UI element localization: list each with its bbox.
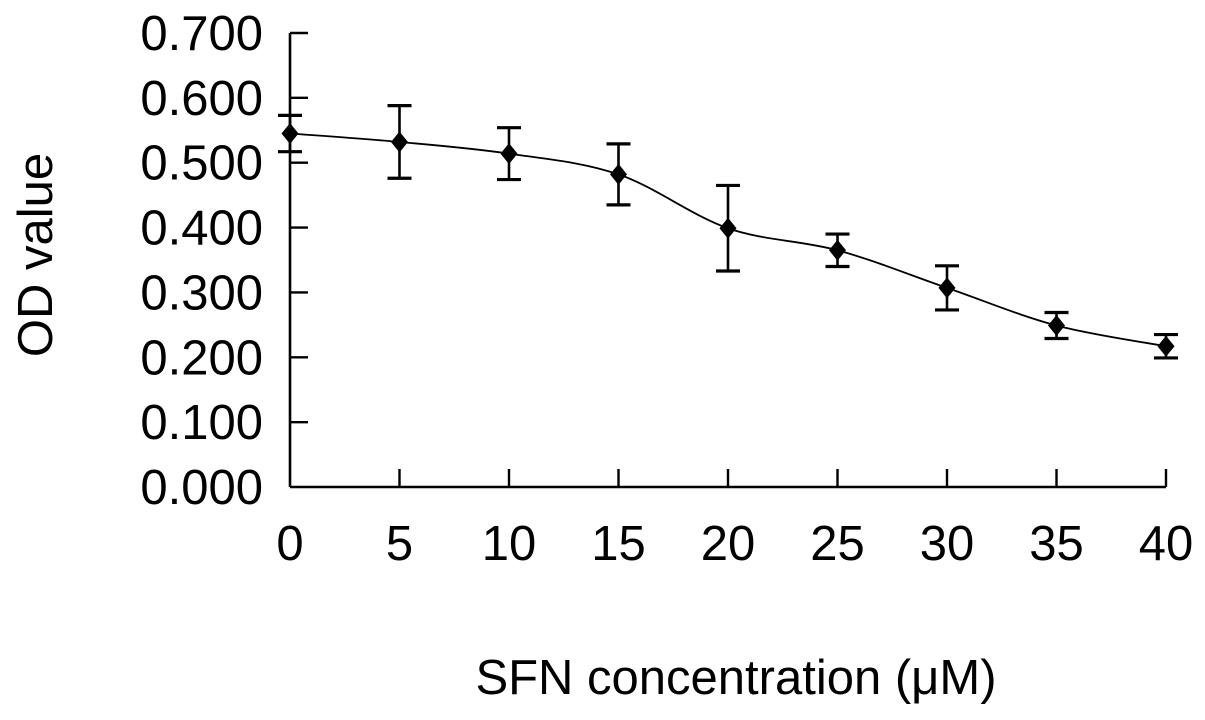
data-point-marker xyxy=(281,123,299,145)
y-tick-label: 0.500 xyxy=(140,137,263,191)
x-tick-label: 35 xyxy=(1029,517,1084,571)
data-point-marker xyxy=(500,143,518,165)
y-tick-label: 0.200 xyxy=(140,331,263,385)
x-tick-label: 25 xyxy=(810,517,865,571)
y-tick-label: 0.600 xyxy=(140,72,263,126)
y-axis-title: OD value xyxy=(9,153,63,357)
data-point-marker xyxy=(1157,335,1175,357)
data-point-marker xyxy=(719,217,737,239)
x-tick-label: 10 xyxy=(482,517,537,571)
y-tick-label: 0.400 xyxy=(140,202,263,256)
y-tick-label: 0.300 xyxy=(140,266,263,320)
x-tick-label: 30 xyxy=(920,517,975,571)
y-tick-label: 0.000 xyxy=(140,461,263,515)
data-point-marker xyxy=(1048,315,1065,337)
data-point-marker xyxy=(610,163,627,185)
x-tick-label: 0 xyxy=(276,517,303,571)
data-point-marker xyxy=(938,277,956,299)
x-tick-label: 40 xyxy=(1139,517,1194,571)
x-tick-label: 5 xyxy=(386,517,413,571)
y-tick-label: 0.700 xyxy=(140,7,263,61)
y-tick-label: 0.100 xyxy=(140,396,263,450)
x-axis-title: SFN concentration (μM) xyxy=(475,651,996,705)
x-tick-label: 20 xyxy=(701,517,756,571)
plot-area: 0.000 0.100 0.200 0.300 0.400 0.500 0.600 0.700… xyxy=(140,7,1193,571)
data-point-marker xyxy=(391,131,408,153)
x-tick-label: 15 xyxy=(591,517,646,571)
data-point-marker xyxy=(829,239,846,261)
